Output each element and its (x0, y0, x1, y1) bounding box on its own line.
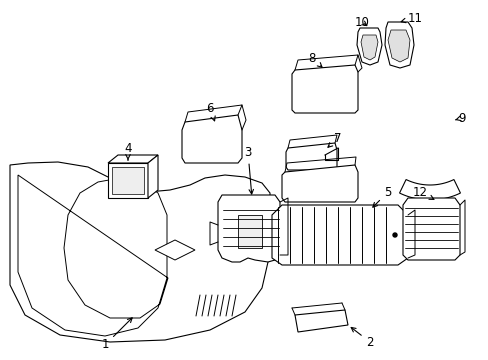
Text: 12: 12 (412, 185, 433, 199)
Polygon shape (182, 115, 242, 163)
Text: 6: 6 (206, 102, 215, 121)
Text: 8: 8 (307, 51, 322, 67)
Polygon shape (148, 155, 158, 198)
Polygon shape (291, 65, 357, 113)
Polygon shape (285, 143, 336, 170)
Circle shape (392, 233, 396, 237)
Text: 10: 10 (354, 15, 368, 28)
Polygon shape (271, 205, 407, 265)
Text: 1: 1 (101, 318, 132, 351)
Polygon shape (18, 175, 168, 336)
Polygon shape (356, 28, 381, 65)
Polygon shape (384, 22, 413, 68)
Text: 4: 4 (124, 141, 131, 160)
Text: 7: 7 (327, 131, 341, 147)
Polygon shape (238, 215, 262, 248)
Polygon shape (402, 198, 459, 260)
Polygon shape (112, 167, 143, 194)
Polygon shape (155, 240, 195, 260)
Polygon shape (10, 162, 269, 342)
Text: 2: 2 (350, 328, 373, 348)
Text: 9: 9 (454, 112, 465, 125)
Polygon shape (360, 35, 377, 60)
Polygon shape (387, 30, 409, 62)
Polygon shape (294, 310, 347, 332)
Polygon shape (108, 163, 148, 198)
Polygon shape (108, 155, 158, 163)
Polygon shape (282, 165, 357, 202)
Polygon shape (218, 195, 280, 262)
Text: 5: 5 (372, 185, 391, 207)
Text: 3: 3 (244, 145, 253, 194)
Polygon shape (399, 180, 460, 200)
Text: 11: 11 (400, 12, 422, 24)
